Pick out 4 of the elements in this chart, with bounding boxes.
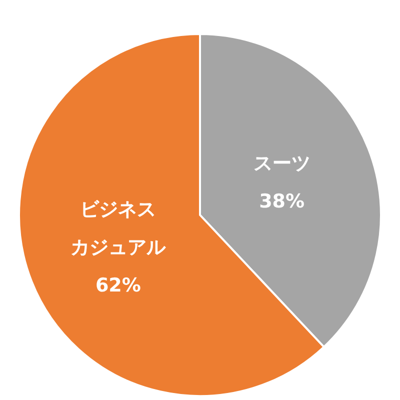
data-label: 38% [259, 190, 305, 213]
slice-label: スーツ [253, 152, 310, 175]
data-label: 62% [95, 274, 141, 296]
slice-label: ビジネスカジュアル [70, 198, 167, 258]
